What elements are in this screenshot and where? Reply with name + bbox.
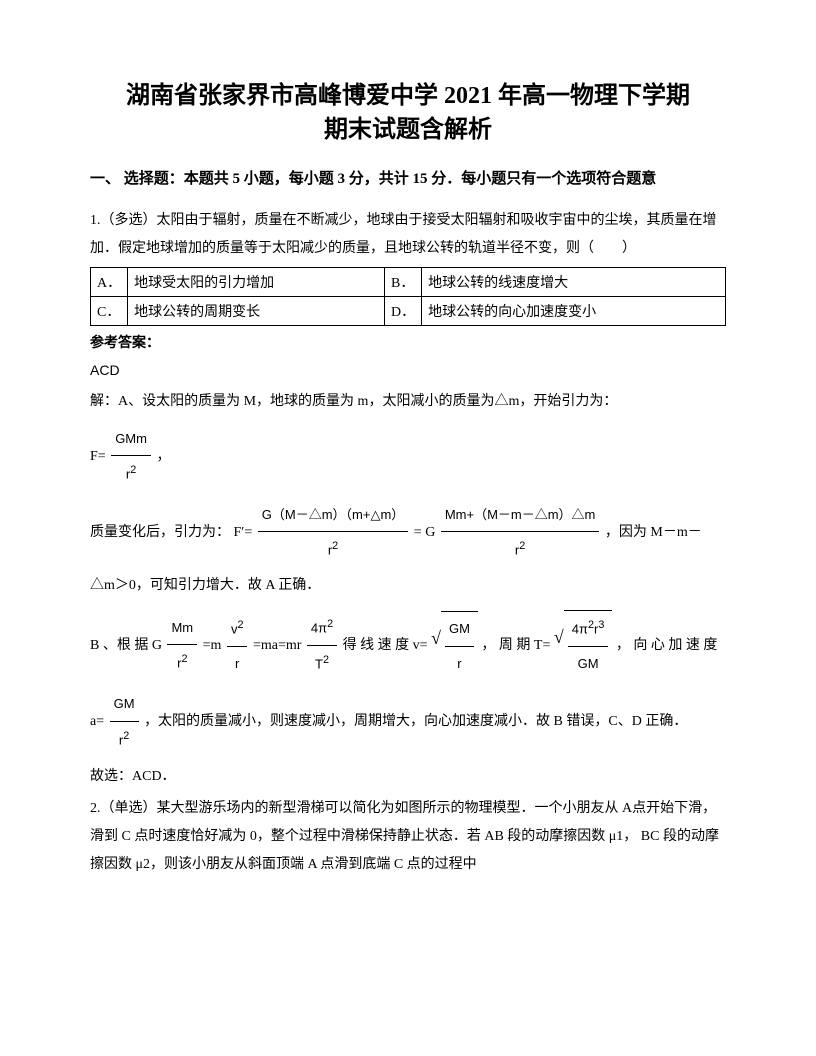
g-label: G — [152, 638, 162, 653]
opt-text-b: 地球公转的线速度增大 — [422, 267, 726, 296]
opt-label-a: A． — [91, 267, 128, 296]
mass-change-prefix: 质量变化后，引力为： — [90, 525, 230, 540]
a-prefix: a= — [90, 714, 104, 729]
sqrt: GM r — [431, 611, 478, 681]
a-suffix: ，太阳的质量减小，则速度减小，周期增大，向心加速度减小．故 B 错误，C、D 正… — [144, 714, 687, 729]
q1-stem: 1.（多选）太阳由于辐射，质量在不断减少，地球由于接受太阳辐射和吸收宇宙中的尘埃… — [90, 207, 726, 263]
fraction: GMm r2 — [111, 422, 151, 492]
section-1-header: 一、 选择题：本题共 5 小题，每小题 3 分，共计 15 分．每小题只有一个选… — [90, 167, 726, 193]
fp-label: F′= — [234, 525, 253, 540]
b-accel-label: ， 向 心 加 速 度 — [616, 638, 718, 653]
frac-num: GM — [445, 612, 474, 647]
frac-num: G（M－△m）（m+△m） — [258, 498, 409, 533]
fraction: Mm+（M－m－△m）△m r2 — [441, 498, 600, 568]
q1-explain-a: 解：A、设太阳的质量为 M，地球的质量为 m，太阳减小的质量为△m，开始引力为： — [90, 388, 726, 416]
frac-den: GM — [568, 647, 609, 681]
frac-den: r — [445, 647, 474, 681]
f-prefix: F= — [90, 449, 106, 464]
frac-num: Mm+（M－m－△m）△m — [441, 498, 600, 533]
q1-answer: ACD — [90, 362, 726, 378]
frac-num: v2 — [227, 611, 248, 647]
b-prefix: B 、根 据 — [90, 638, 148, 653]
frac-den: r2 — [258, 532, 409, 567]
b-period-label: ， 周 期 T= — [481, 638, 550, 653]
opt-label-d: D． — [384, 296, 421, 325]
fraction: GM r — [445, 612, 474, 681]
frac-num: 4π2 — [307, 610, 337, 646]
title-line-2: 期末试题含解析 — [324, 117, 492, 143]
f-suffix: ， — [156, 449, 170, 464]
table-row: C． 地球公转的周期变长 D． 地球公转的向心加速度变小 — [91, 296, 726, 325]
frac-den: r2 — [110, 722, 139, 757]
sqrt: 4π2r3 GM — [554, 610, 613, 681]
frac-den: r2 — [441, 532, 600, 567]
answer-reference-label: 参考答案： — [90, 332, 726, 352]
page-title: 湖南省张家界市高峰博爱中学 2021 年高一物理下学期 期末试题含解析 — [90, 80, 726, 147]
opt-label-c: C． — [91, 296, 128, 325]
eq-sign: = — [414, 525, 422, 540]
b-mid: 得 线 速 度 v= — [343, 638, 428, 653]
q1-force-eq: F= GMm r2 ， — [90, 422, 726, 492]
eq-m: =m — [203, 638, 222, 653]
fraction: 4π2 T2 — [307, 610, 337, 681]
fraction: 4π2r3 GM — [568, 611, 609, 681]
title-line-1: 湖南省张家界市高峰博爱中学 2021 年高一物理下学期 — [126, 83, 690, 109]
frac-den: r2 — [167, 645, 197, 680]
q1-explain-b: B 、根 据 G Mm r2 =m v2 r =ma=mr 4π2 T2 得 线… — [90, 610, 726, 681]
q1-conclusion: 故选：ACD． — [90, 763, 726, 791]
q1-mass-change: 质量变化后，引力为： F′= G（M－△m）（m+△m） r2 = G Mm+（… — [90, 498, 726, 604]
opt-text-c: 地球公转的周期变长 — [128, 296, 385, 325]
q1-accel-eq: a= GM r2 ，太阳的质量减小，则速度减小，周期增大，向心加速度减小．故 B… — [90, 687, 726, 757]
frac-num: Mm — [167, 611, 197, 646]
frac-num: GM — [110, 687, 139, 722]
table-row: A． 地球受太阳的引力增加 B． 地球公转的线速度增大 — [91, 267, 726, 296]
fraction: v2 r — [227, 611, 248, 681]
opt-label-b: B． — [384, 267, 421, 296]
fraction: G（M－△m）（m+△m） r2 — [258, 498, 409, 568]
opt-text-a: 地球受太阳的引力增加 — [128, 267, 385, 296]
frac-den: r2 — [111, 456, 151, 491]
q2-stem: 2.（单选）某大型游乐场内的新型滑梯可以简化为如图所示的物理模型．一个小朋友从 … — [90, 795, 726, 879]
opt-text-d: 地球公转的向心加速度变小 — [422, 296, 726, 325]
frac-num: GMm — [111, 422, 151, 457]
frac-den: r — [227, 647, 248, 681]
eq-ma: =ma=mr — [253, 638, 301, 653]
g-prefix: G — [425, 525, 435, 540]
q1-options-table: A． 地球受太阳的引力增加 B． 地球公转的线速度增大 C． 地球公转的周期变长… — [90, 267, 726, 326]
frac-den: T2 — [307, 646, 337, 681]
fraction: GM r2 — [110, 687, 139, 757]
frac-num: 4π2r3 — [568, 611, 609, 647]
fraction: Mm r2 — [167, 611, 197, 681]
